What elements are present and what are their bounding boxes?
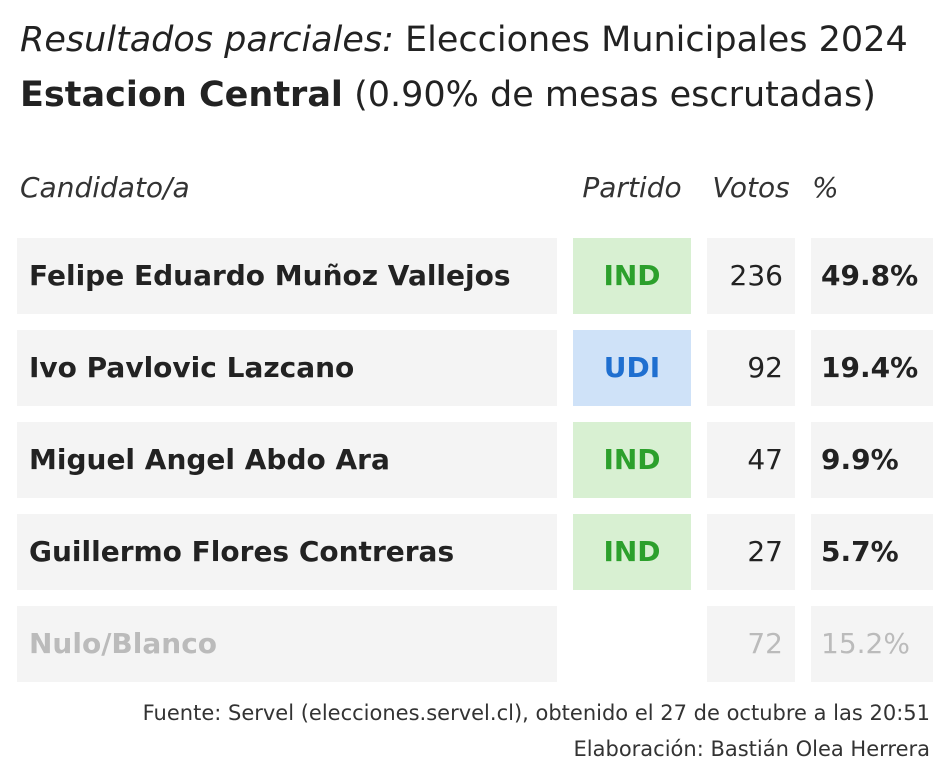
subtitle-commune: Estacion Central [20, 75, 343, 115]
subtitle-progress: (0.90% de mesas escrutadas) [342, 75, 876, 115]
percent-value: 9.9% [811, 422, 933, 498]
credit-note: Elaboración: Bastián Olea Herrera [573, 737, 930, 761]
table-row: Miguel Angel Abdo Ara IND 47 9.9% [0, 422, 950, 498]
table-row-null-blank: Nulo/Blanco 72 15.2% [0, 606, 950, 682]
title-main-part: Elecciones Municipales 2024 [393, 20, 908, 60]
votes-value: 72 [707, 606, 795, 682]
party-badge: UDI [573, 330, 691, 406]
table-row: Ivo Pavlovic Lazcano UDI 92 19.4% [0, 330, 950, 406]
votes-value: 236 [707, 238, 795, 314]
percent-value: 19.4% [811, 330, 933, 406]
column-header-votes: Votos [712, 171, 790, 204]
votes-value: 47 [707, 422, 795, 498]
party-badge: IND [573, 514, 691, 590]
percent-value: 49.8% [811, 238, 933, 314]
candidate-name: Guillermo Flores Contreras [17, 514, 557, 590]
chart-title: Resultados parciales: Elecciones Municip… [20, 16, 908, 64]
table-row: Guillermo Flores Contreras IND 27 5.7% [0, 514, 950, 590]
column-header-party: Partido [582, 171, 682, 204]
title-italic-part: Resultados parciales: [20, 20, 394, 60]
percent-value: 5.7% [811, 514, 933, 590]
candidate-name: Nulo/Blanco [17, 606, 557, 682]
candidate-name: Felipe Eduardo Muñoz Vallejos [17, 238, 557, 314]
source-note: Fuente: Servel (elecciones.servel.cl), o… [142, 701, 930, 725]
table-row: Felipe Eduardo Muñoz Vallejos IND 236 49… [0, 238, 950, 314]
candidate-name: Ivo Pavlovic Lazcano [17, 330, 557, 406]
votes-value: 92 [707, 330, 795, 406]
votes-value: 27 [707, 514, 795, 590]
party-badge: IND [573, 238, 691, 314]
percent-value: 15.2% [811, 606, 933, 682]
candidate-name: Miguel Angel Abdo Ara [17, 422, 557, 498]
party-badge: IND [573, 422, 691, 498]
chart-subtitle: Estacion Central (0.90% de mesas escruta… [20, 71, 876, 119]
column-header-candidate: Candidato/a [20, 171, 190, 204]
column-header-percent: % [812, 171, 839, 204]
party-badge-empty [573, 606, 691, 682]
